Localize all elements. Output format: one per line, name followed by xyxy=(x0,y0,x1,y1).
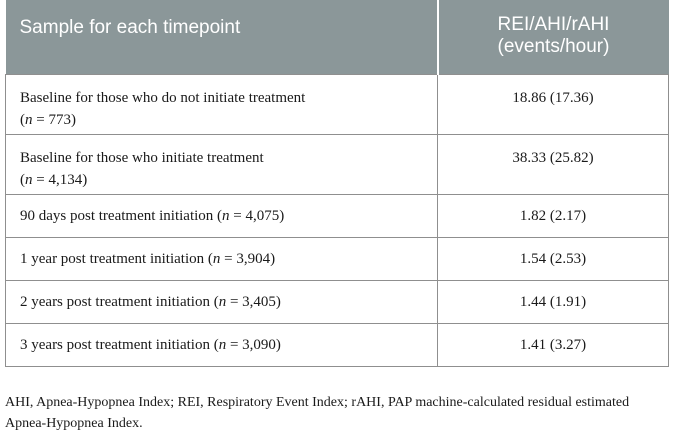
header-rei-ahi-line2: (events/hour) xyxy=(497,36,610,57)
row-n-var: n xyxy=(212,250,221,267)
row-n-var: n xyxy=(218,293,227,310)
row-n-var: n xyxy=(25,171,33,188)
row-n-open: ( xyxy=(20,111,25,128)
row-n-value: = 4,075) xyxy=(229,207,285,224)
row-n-value: = 773) xyxy=(32,111,76,128)
table-row: Baseline for those who do not initiate t… xyxy=(5,73,669,135)
row-label: Baseline for those who do not initiate t… xyxy=(5,73,438,135)
table-row: Baseline for those who initiate treatmen… xyxy=(5,133,669,195)
row-n-value: = 3,090) xyxy=(226,336,281,353)
header-rei-ahi-line1: REI/AHI/rAHI xyxy=(497,14,610,35)
row-label-text: 2 years post treatment initiation ( xyxy=(20,293,219,310)
row-label-text: 3 years post treatment initiation ( xyxy=(20,336,219,353)
row-label-text: 90 days post treatment initiation ( xyxy=(20,207,223,224)
row-label: 90 days post treatment initiation (n = 4… xyxy=(5,193,438,238)
row-value: 38.33 (25.82) xyxy=(437,133,669,195)
row-label-text: 1 year post treatment initiation ( xyxy=(20,250,213,267)
row-n-value: = 3,405) xyxy=(226,293,281,310)
row-label-text: Baseline for those who do not initiate t… xyxy=(20,89,306,106)
row-n-value: = 4,134) xyxy=(32,171,88,188)
table-header-row: Sample for each timepoint REI/AHI/rAHI (… xyxy=(5,0,669,74)
row-value: 1.82 (2.17) xyxy=(437,193,669,238)
results-table: Sample for each timepoint REI/AHI/rAHI (… xyxy=(5,0,669,367)
table-footnote: AHI, Apnea-Hypopnea Index; REI, Respirat… xyxy=(5,395,630,431)
results-table-container: Sample for each timepoint REI/AHI/rAHI (… xyxy=(5,0,669,367)
row-value: 1.41 (3.27) xyxy=(437,322,669,367)
row-value: 18.86 (17.36) xyxy=(437,73,669,135)
table-row: 90 days post treatment initiation (n = 4… xyxy=(5,193,669,238)
row-value: 1.44 (1.91) xyxy=(437,279,669,324)
row-n-var: n xyxy=(25,111,33,128)
row-label: 3 years post treatment initiation (n = 3… xyxy=(5,322,438,367)
row-label: 1 year post treatment initiation (n = 3,… xyxy=(5,236,438,281)
row-n-value: = 3,904) xyxy=(220,250,276,267)
table-row: 3 years post treatment initiation (n = 3… xyxy=(5,322,669,367)
row-value: 1.54 (2.53) xyxy=(437,236,669,281)
header-sample: Sample for each timepoint xyxy=(5,0,439,74)
row-n-var: n xyxy=(218,336,227,353)
row-label: 2 years post treatment initiation (n = 3… xyxy=(5,279,438,324)
row-label-text: Baseline for those who initiate treatmen… xyxy=(20,149,264,166)
table-row: 1 year post treatment initiation (n = 3,… xyxy=(5,236,669,281)
row-n-var: n xyxy=(222,207,230,224)
header-rei-ahi: REI/AHI/rAHI (events/hour) xyxy=(437,0,669,74)
row-label: Baseline for those who initiate treatmen… xyxy=(5,133,438,195)
table-row: 2 years post treatment initiation (n = 3… xyxy=(5,279,669,324)
row-n-open: ( xyxy=(20,171,25,188)
